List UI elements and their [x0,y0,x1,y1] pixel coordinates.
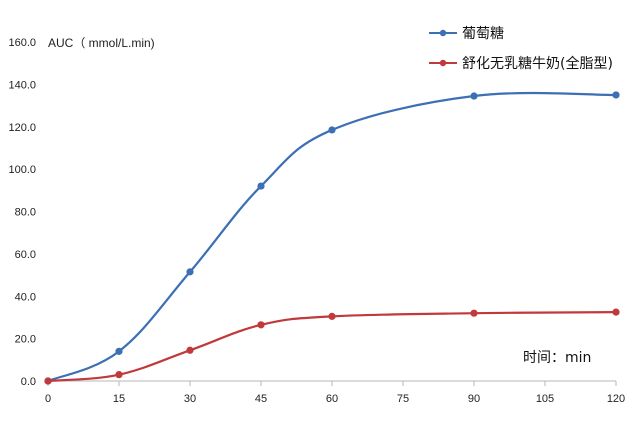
data-point [470,309,478,317]
legend-item-series-2: 舒化无乳糖牛奶(全脂型) [429,55,613,72]
x-axis-title: 时间：min [523,350,591,366]
data-point [115,371,123,379]
data-point [470,92,478,100]
y-tick-label: 0.0 [21,376,36,388]
y-tick-label: 80.0 [15,207,36,219]
data-point [186,346,194,354]
series-1 [44,91,620,385]
data-point [257,321,265,329]
y-tick-label: 140.0 [8,79,36,91]
data-point [612,91,620,99]
data-point [328,312,336,320]
x-tick-label: 75 [397,393,409,405]
legend-item-series-1: 葡萄糖 [429,26,504,42]
series-2 [44,308,620,385]
legend-label-series-1: 葡萄糖 [462,26,504,42]
legend-swatch-marker [439,59,447,67]
series-line [47,311,617,383]
x-tick-label: 90 [468,393,480,405]
x-tick-label: 60 [326,393,338,405]
series-group [44,91,620,385]
y-tick-label: 120.0 [8,122,36,134]
y-axis-title: AUC（ mmol/L.min) [48,36,155,50]
legend: 葡萄糖 舒化无乳糖牛奶(全脂型) [429,26,613,72]
data-point [612,308,620,316]
x-tick-label: 120 [607,393,625,405]
y-tick-label: 40.0 [15,291,36,303]
x-tick-label: 105 [536,393,554,405]
legend-label-series-2: 舒化无乳糖牛奶(全脂型) [462,55,613,72]
x-tick-label: 15 [113,393,125,405]
series-line [47,91,617,383]
y-tick-label: 100.0 [8,164,36,176]
legend-swatch-marker [439,29,447,37]
data-point [44,377,52,385]
x-tick-label: 0 [45,393,51,405]
data-point [115,347,123,355]
y-axis-ticks: 0.0 20.0 40.0 60.0 80.0 100.0 120.0 140.0 160.0 [8,37,36,388]
y-tick-label: 20.0 [15,334,36,346]
data-point [328,126,336,134]
data-point [186,268,194,276]
data-point [257,182,265,190]
y-tick-label: 60.0 [15,249,36,261]
x-axis-ticks: 0 15 30 45 60 75 90 105 120 [45,381,625,405]
x-tick-label: 45 [255,393,267,405]
x-tick-label: 30 [184,393,196,405]
y-tick-label: 160.0 [8,37,36,49]
